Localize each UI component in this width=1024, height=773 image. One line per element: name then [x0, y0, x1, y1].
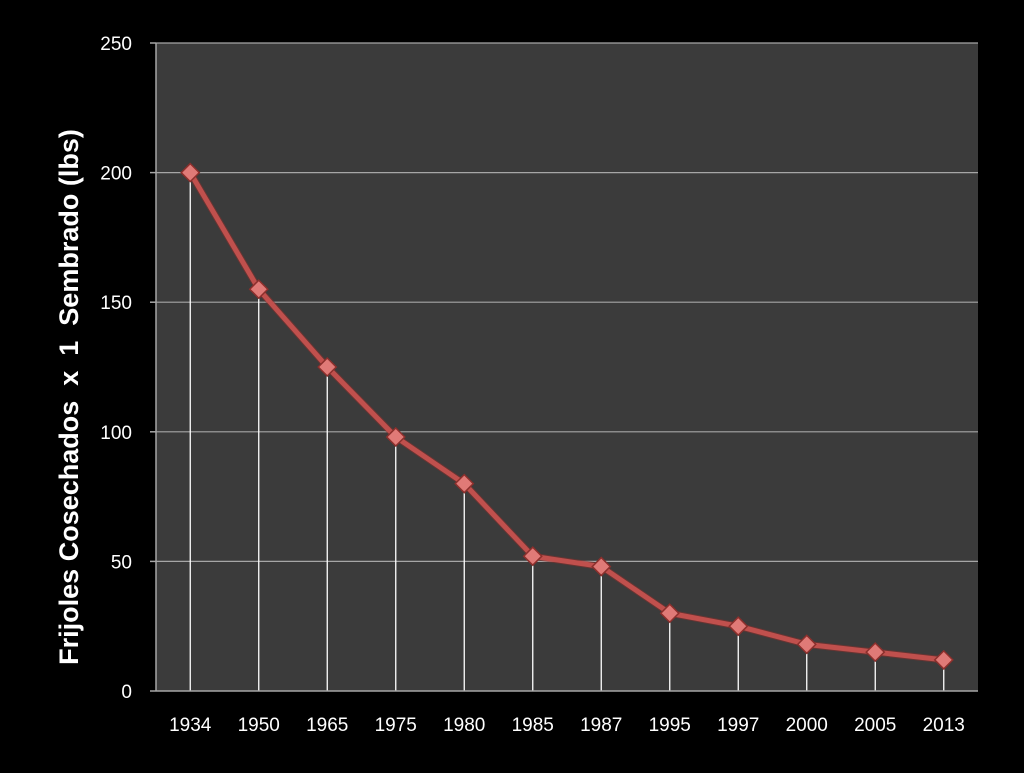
axes [150, 42, 978, 692]
x-tick-label: 1995 [649, 715, 691, 736]
y-tick-labels: 0 50 100 150 200 250 [100, 34, 132, 703]
data-point-marker [728, 616, 749, 637]
drop-lines [189, 172, 945, 691]
x-tick-label: 1997 [717, 715, 759, 736]
x-tick-label: 1934 [169, 715, 212, 736]
y-tick-label: 50 [111, 552, 132, 573]
data-point-marker [933, 649, 954, 670]
y-tick-label: 100 [100, 423, 132, 444]
x-tick-label: 1975 [375, 715, 417, 736]
data-point-marker [248, 279, 269, 300]
data-point-marker [865, 642, 886, 663]
y-tick-label: 250 [100, 34, 132, 55]
markers [180, 162, 954, 670]
y-axis-label: Frijoles Cosechados x 1 Sembrado (lbs) [54, 129, 84, 665]
y-tick-label: 0 [121, 682, 132, 703]
x-tick-label: 1985 [512, 715, 554, 736]
x-tick-label: 1965 [306, 715, 348, 736]
x-tick-labels: 1934 1950 1965 1975 1980 1985 1987 1995 1997 2000… [169, 715, 965, 736]
data-point-marker [317, 356, 338, 378]
data-point-marker [522, 546, 543, 567]
y-tick-label: 200 [100, 164, 132, 185]
series [186, 169, 948, 664]
x-tick-label: 2013 [923, 715, 965, 736]
data-point-marker [385, 426, 406, 448]
x-tick-label: 2005 [854, 715, 896, 736]
x-tick-label: 2000 [786, 715, 828, 736]
data-point-marker [796, 634, 817, 655]
y-tick-label: 150 [100, 293, 132, 314]
data-point-marker [454, 473, 475, 494]
data-point-marker [659, 603, 680, 624]
x-tick-label: 1980 [443, 715, 485, 736]
data-point-marker [591, 556, 612, 577]
x-tick-label: 1950 [238, 715, 280, 736]
series-line [187, 170, 947, 663]
plot-area [156, 43, 978, 691]
x-tick-label: 1987 [580, 715, 622, 736]
data-point-marker [180, 162, 201, 183]
gridlines [156, 42, 978, 563]
